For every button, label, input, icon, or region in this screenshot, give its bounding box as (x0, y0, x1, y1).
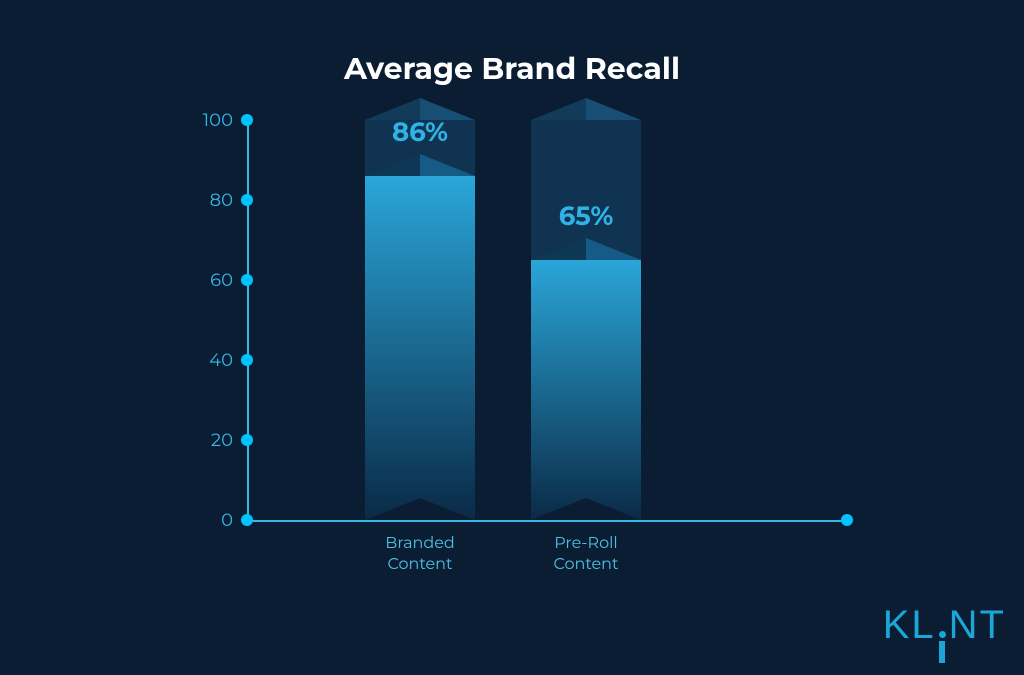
bar-value-label: 65% (531, 200, 641, 232)
canvas: Average Brand Recall 02040608010086%Bran… (0, 0, 1024, 675)
y-tick-label: 20 (183, 429, 233, 451)
chart-area: 02040608010086%BrandedContent65%Pre-Roll… (247, 120, 847, 520)
x-axis-end-dot (841, 514, 853, 526)
y-tick-label: 60 (183, 269, 233, 291)
bar: 65% (531, 120, 641, 520)
bar: 86% (365, 120, 475, 520)
bar-value-label: 86% (365, 116, 475, 148)
x-axis (247, 520, 847, 522)
brand-logo: KL NT (883, 603, 1006, 663)
logo-part: NT (949, 603, 1006, 648)
y-tick-label: 40 (183, 349, 233, 371)
y-tick-dot (241, 114, 253, 126)
x-category-label: Pre-RollContent (511, 534, 661, 576)
bar-ghost-roof (531, 98, 641, 120)
y-tick-dot (241, 194, 253, 206)
logo-part: KL (883, 603, 936, 648)
chart-title: Average Brand Recall (0, 50, 1024, 87)
bar-front (531, 260, 641, 520)
bar-front (365, 176, 475, 520)
y-tick-label: 80 (183, 189, 233, 211)
y-axis (247, 120, 249, 520)
logo-i (939, 631, 946, 663)
logo-i-dot-icon (939, 631, 946, 638)
y-tick-label: 0 (183, 509, 233, 531)
y-tick-dot (241, 354, 253, 366)
logo-i-stem (939, 641, 945, 663)
y-tick-dot (241, 434, 253, 446)
y-tick-dot (241, 274, 253, 286)
y-tick-label: 100 (183, 109, 233, 131)
x-category-label: BrandedContent (345, 534, 495, 576)
y-tick-dot (241, 514, 253, 526)
